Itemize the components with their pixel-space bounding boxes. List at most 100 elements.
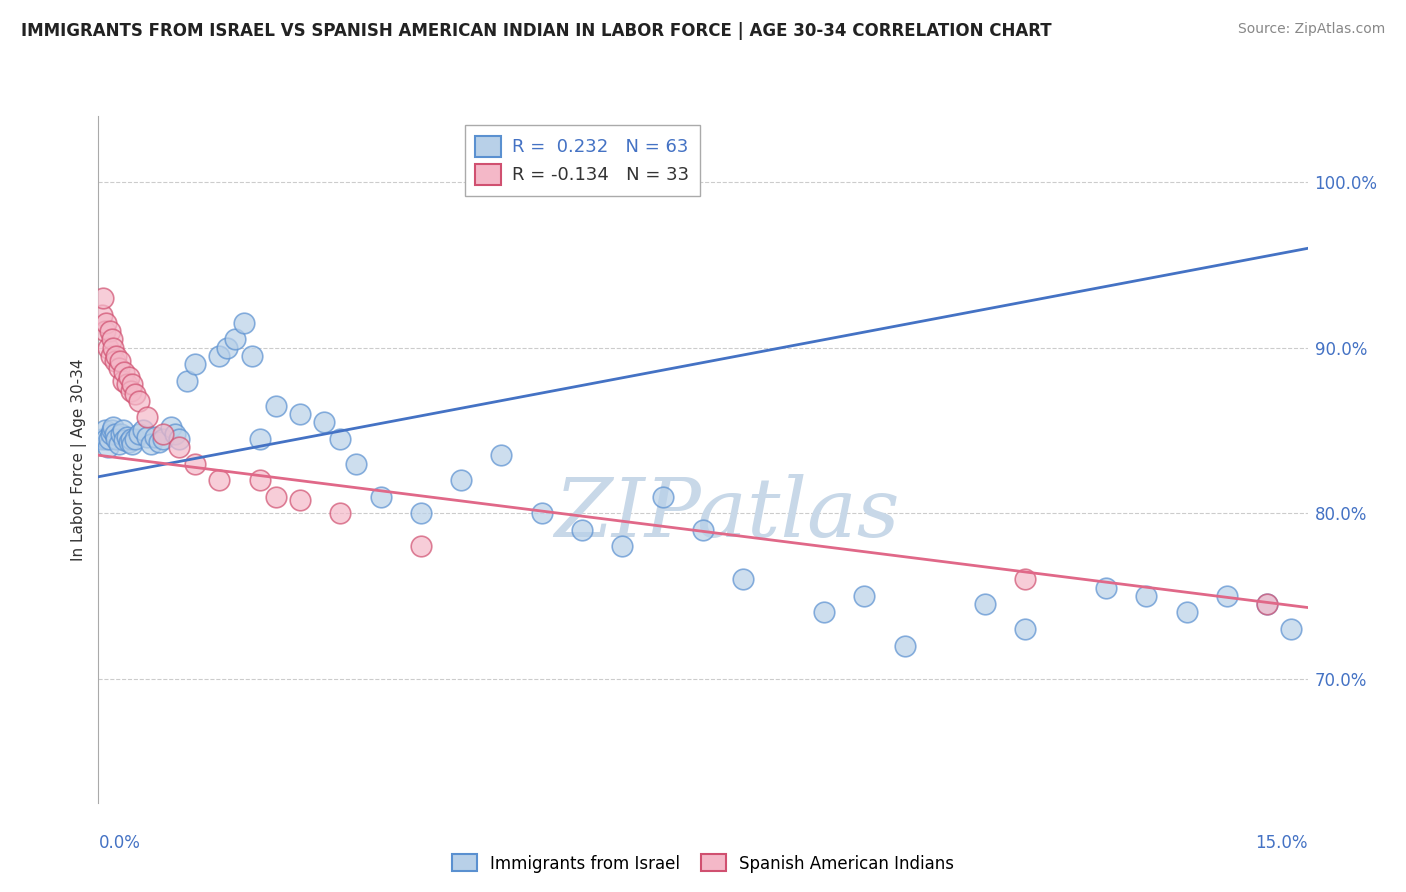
Text: Source: ZipAtlas.com: Source: ZipAtlas.com [1237,22,1385,37]
Point [1014,622,1036,636]
Point [176,374,198,388]
Point [288,492,311,507]
Point [100,349,122,363]
Point [135,410,157,425]
Point [208,349,231,363]
Point [224,332,246,346]
Text: 15.0%: 15.0% [1256,834,1308,852]
Point [97,341,120,355]
Point [370,490,392,504]
Point [1216,589,1239,603]
Point [103,426,125,441]
Point [118,435,141,450]
Point [112,366,135,380]
Point [1281,622,1303,636]
Point [1175,606,1198,620]
Point [344,457,367,471]
Point [115,377,138,392]
Point [110,426,132,441]
Point [112,434,135,448]
Point [101,341,124,355]
Point [107,436,129,450]
Point [94,424,117,438]
Point [184,357,207,371]
Point [96,432,118,446]
Point [97,432,120,446]
Point [329,432,352,446]
Point [692,523,714,537]
Point [124,387,146,401]
Point [217,341,239,355]
Point [167,440,190,454]
Point [571,523,593,537]
Point [974,597,997,611]
Point [118,370,141,384]
Point [120,384,142,398]
Legend: Immigrants from Israel, Spanish American Indians: Immigrants from Israel, Spanish American… [446,847,960,880]
Point [111,424,134,438]
Point [120,432,142,446]
Point [143,430,166,444]
Point [264,399,287,413]
Text: ZIPatlas: ZIPatlas [554,475,900,554]
Point [232,316,254,330]
Point [128,393,150,408]
Point [101,332,124,346]
Point [160,420,183,434]
Text: IMMIGRANTS FROM ISRAEL VS SPANISH AMERICAN INDIAN IN LABOR FORCE | AGE 30-34 COR: IMMIGRANTS FROM ISRAEL VS SPANISH AMERIC… [21,22,1052,40]
Point [96,316,118,330]
Point [1135,589,1157,603]
Point [853,589,876,603]
Point [121,436,143,450]
Point [111,374,134,388]
Point [100,426,122,441]
Point [813,606,835,620]
Point [530,506,553,520]
Point [409,506,432,520]
Point [612,539,634,553]
Point [450,473,472,487]
Point [208,473,231,487]
Point [167,432,190,446]
Point [91,291,114,305]
Point [107,360,129,375]
Point [491,448,513,462]
Point [163,426,186,441]
Point [108,354,131,368]
Y-axis label: In Labor Force | Age 30-34: In Labor Force | Age 30-34 [72,358,87,561]
Legend: R =  0.232   N = 63, R = -0.134   N = 33: R = 0.232 N = 63, R = -0.134 N = 33 [464,125,700,195]
Point [103,354,125,368]
Point [115,430,138,444]
Point [240,349,263,363]
Point [1014,573,1036,587]
Point [409,539,432,553]
Point [91,432,114,446]
Point [105,432,128,446]
Point [148,435,170,450]
Point [121,377,143,392]
Point [733,573,755,587]
Point [152,432,174,446]
Point [1256,597,1278,611]
Point [152,426,174,441]
Point [314,415,336,429]
Point [893,639,915,653]
Point [101,420,124,434]
Point [124,432,146,446]
Point [1095,581,1118,595]
Point [249,432,271,446]
Point [139,436,162,450]
Point [98,324,121,338]
Point [135,430,157,444]
Point [184,457,207,471]
Point [94,324,117,338]
Point [264,490,287,504]
Point [249,473,271,487]
Point [97,440,120,454]
Point [288,407,311,421]
Point [105,349,128,363]
Point [132,424,155,438]
Point [128,426,150,441]
Point [101,424,124,438]
Point [91,308,114,322]
